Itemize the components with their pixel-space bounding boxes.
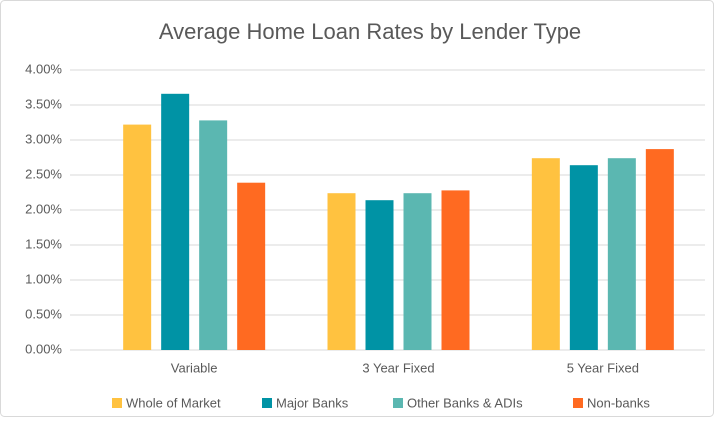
x-tick-label: Variable [171, 360, 218, 375]
legend-swatch [262, 398, 272, 408]
y-tick-label: 1.00% [25, 271, 62, 286]
bar [237, 182, 266, 350]
y-tick-label: 3.50% [25, 96, 62, 111]
legend-label: Major Banks [276, 395, 349, 410]
legend-label: Whole of Market [126, 395, 221, 410]
y-tick-label: 0.00% [25, 341, 62, 356]
bar [569, 165, 598, 350]
bar [161, 93, 190, 351]
bar [441, 190, 470, 350]
bar [327, 193, 356, 350]
legend-label: Other Banks & ADIs [407, 395, 523, 410]
y-tick-label: 3.00% [25, 131, 62, 146]
legend-swatch [393, 398, 403, 408]
y-tick-label: 2.50% [25, 166, 62, 181]
y-tick-label: 0.50% [25, 306, 62, 321]
bar [199, 120, 228, 351]
x-tick-label: 5 Year Fixed [567, 360, 639, 375]
y-tick-label: 4.00% [25, 61, 62, 76]
x-tick-label: 3 Year Fixed [362, 360, 434, 375]
y-tick-label: 1.50% [25, 236, 62, 251]
bar [123, 124, 152, 350]
legend-label: Non-banks [587, 395, 650, 410]
y-tick-label: 2.00% [25, 201, 62, 216]
legend-swatch [573, 398, 583, 408]
bar [645, 149, 674, 350]
legend-swatch [112, 398, 122, 408]
bar [365, 200, 394, 350]
chart-title: Average Home Loan Rates by Lender Type [159, 19, 581, 44]
bar [531, 158, 560, 350]
bar [607, 158, 636, 350]
bar [403, 193, 432, 350]
